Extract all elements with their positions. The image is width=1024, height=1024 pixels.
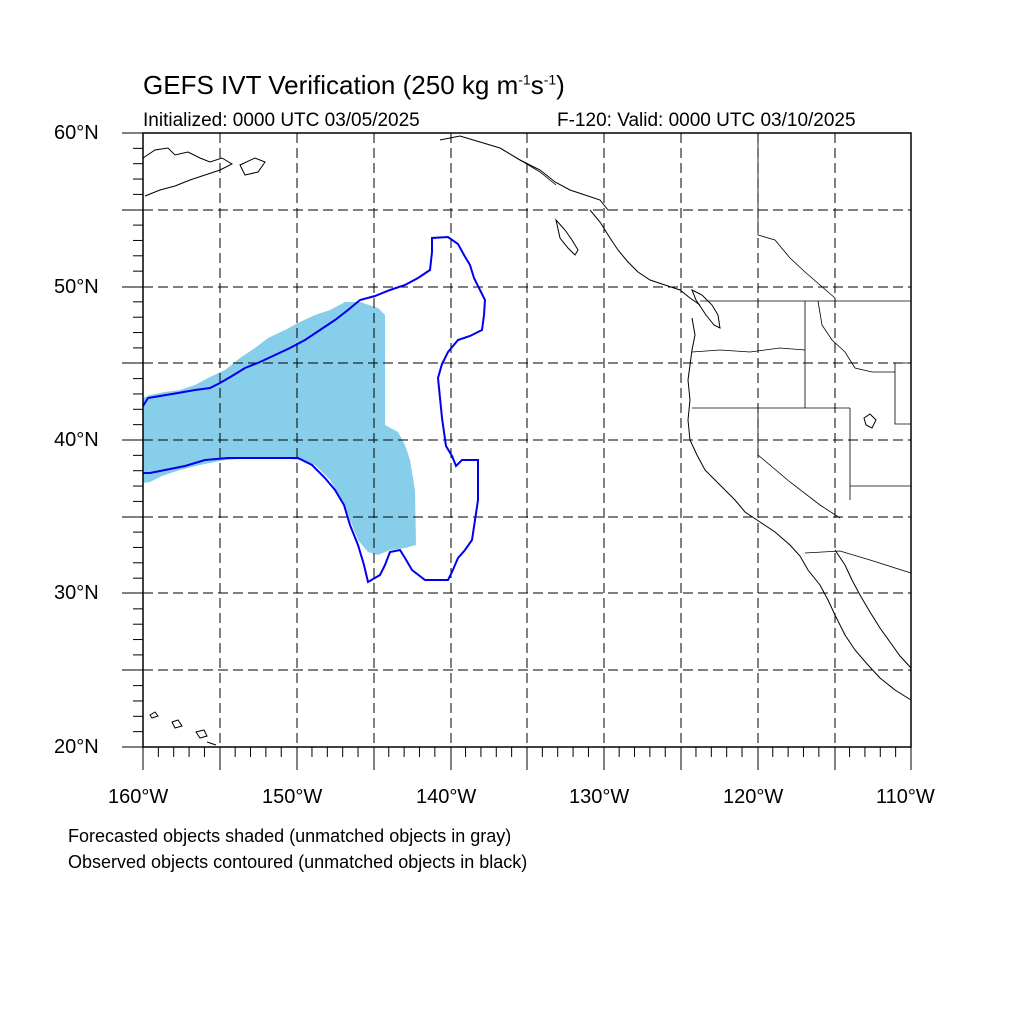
lon-label-160w: 160°W <box>108 786 169 808</box>
idaho-east <box>817 300 895 373</box>
alaska-bc-border <box>499 147 557 186</box>
haida-gwaii <box>555 218 579 256</box>
mexico-coast <box>834 614 912 701</box>
utah-wyoming <box>894 362 911 425</box>
forecast-object-shaded <box>143 302 416 555</box>
us-west-coast <box>687 317 836 616</box>
hawaii-islands <box>149 711 217 746</box>
map-title: GEFS IVT Verification (250 kg m-1s-1) <box>143 70 565 100</box>
footnote-observed: Observed objects contoured (unmatched ob… <box>68 852 528 872</box>
great-salt-lake <box>863 413 877 429</box>
bc-coast <box>589 209 701 306</box>
tick-marks <box>122 132 912 770</box>
lon-label-140w: 140°W <box>416 786 477 808</box>
california-nevada <box>757 408 841 519</box>
baja-california <box>834 549 912 669</box>
bc-interior <box>757 133 836 299</box>
gulf-of-alaska-coast <box>439 135 609 211</box>
observed-object-contour <box>142 235 487 584</box>
minor-tick-marks <box>133 147 897 757</box>
footnote-forecast: Forecasted objects shaded (unmatched obj… <box>68 826 512 846</box>
lat-label-40n: 40°N <box>54 429 99 451</box>
oregon-washington <box>691 347 806 353</box>
lon-label-130w: 130°W <box>569 786 630 808</box>
lat-label-20n: 20°N <box>54 736 99 758</box>
coastlines <box>142 135 912 746</box>
us-mexico-border <box>804 550 912 574</box>
alaska-coast <box>142 147 234 197</box>
vancouver-island <box>691 288 721 329</box>
lon-label-150w: 150°W <box>262 786 323 808</box>
valid-time: F-120: Valid: 0000 UTC 03/10/2025 <box>557 110 856 131</box>
lon-label-120w: 120°W <box>723 786 784 808</box>
lat-label-30n: 30°N <box>54 582 99 604</box>
lat-label-50n: 50°N <box>54 276 99 298</box>
political-borders <box>499 133 912 574</box>
initialized-time: Initialized: 0000 UTC 03/05/2025 <box>143 110 420 131</box>
lat-label-60n: 60°N <box>54 122 99 144</box>
lon-label-110w: 110°W <box>876 786 935 808</box>
kodiak-island <box>239 157 266 176</box>
